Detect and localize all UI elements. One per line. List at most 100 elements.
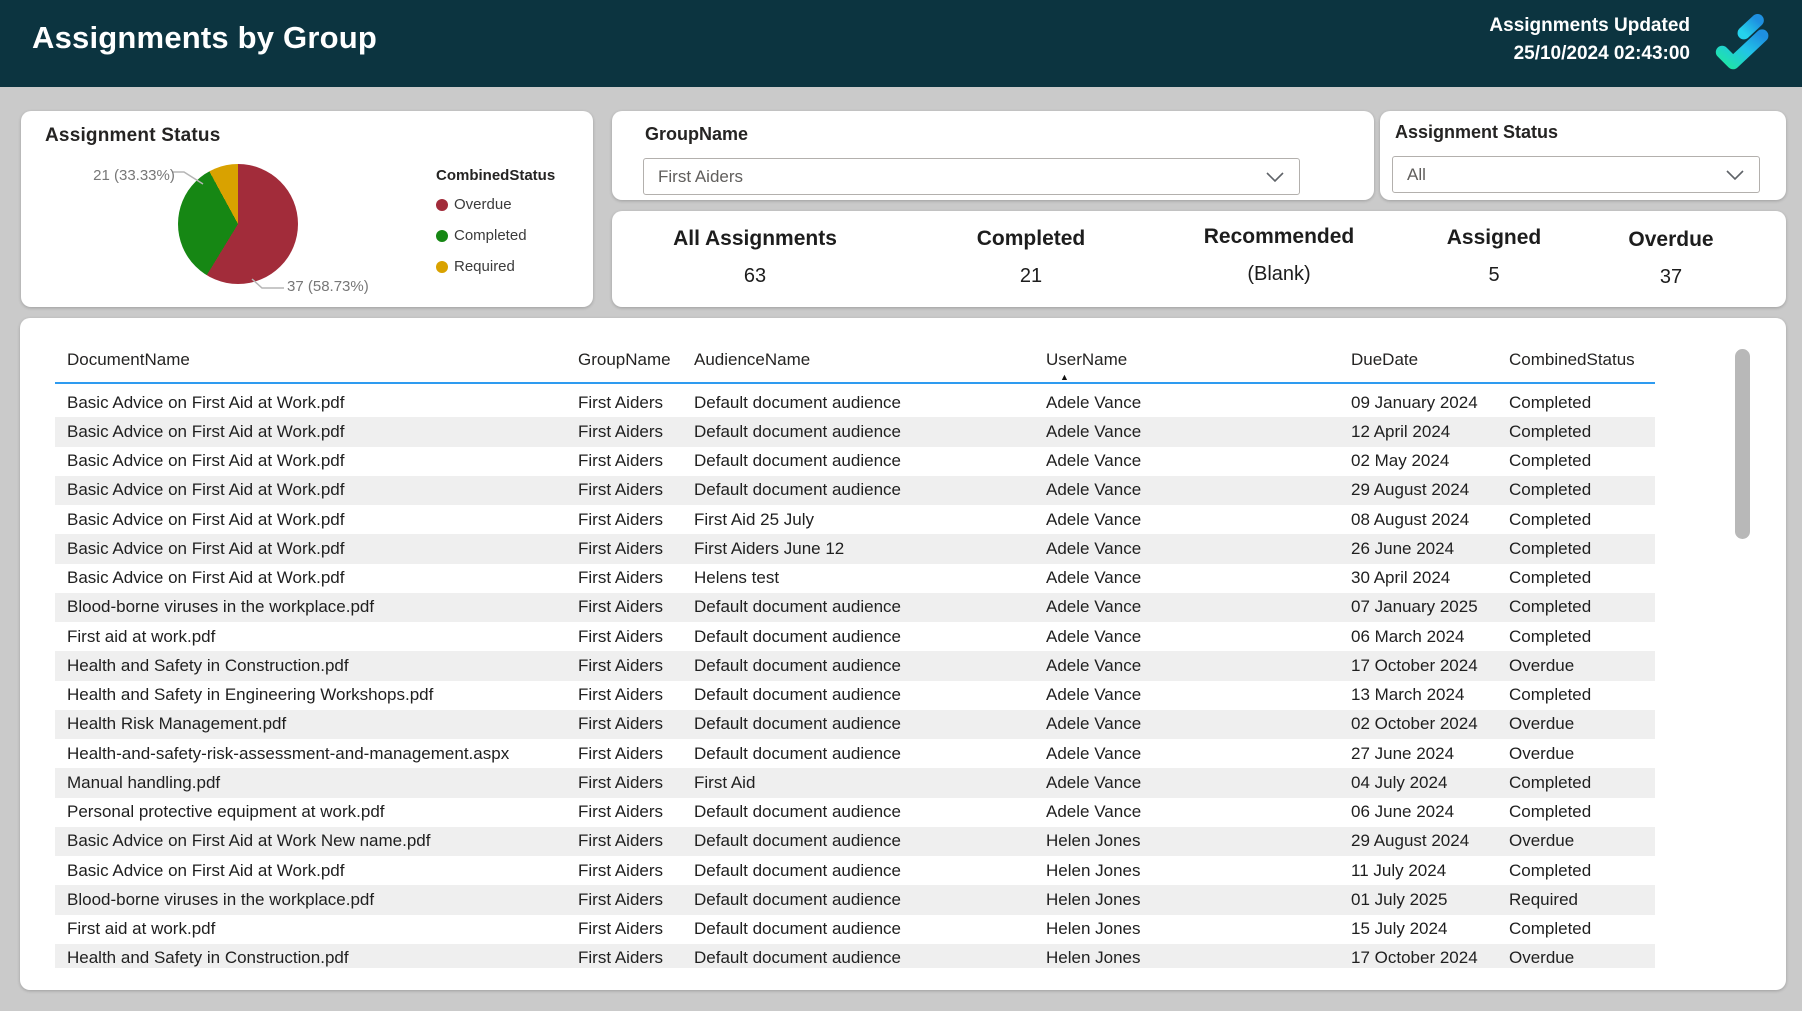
pie-data-label-completed: 21 (33.33%) [93,167,175,184]
cell-duedate: 30 April 2024 [1351,568,1451,588]
cell-groupname: First Aiders [578,597,664,617]
cell-combinedstatus: Overdue [1509,655,1575,675]
cell-combinedstatus: Completed [1509,772,1592,792]
table-row[interactable]: Health and Safety in Engineering Worksho… [55,680,1655,710]
column-header-documentname[interactable]: DocumentName [67,350,190,369]
cell-groupname: First Aiders [578,451,664,471]
column-header-username[interactable]: UserName [1046,350,1128,369]
table-row[interactable]: Health-and-safety-risk-assessment-and-ma… [55,739,1655,769]
cell-documentname: Personal protective equipment at work.pd… [67,802,385,822]
cell-duedate: 06 March 2024 [1351,626,1465,646]
table-row[interactable]: Basic Advice on First Aid at Work.pdf Fi… [55,534,1655,564]
chevron-down-icon[interactable] [1265,171,1285,183]
cell-documentname: Basic Advice on First Aid at Work.pdf [67,421,345,441]
table-row[interactable]: Blood-borne viruses in the workplace.pdf… [55,592,1655,622]
cell-groupname: First Aiders [578,421,664,441]
table-row[interactable]: Basic Advice on First Aid at Work.pdf Fi… [55,563,1655,593]
cell-combinedstatus: Completed [1509,568,1592,588]
cell-audiencename: Default document audience [694,451,901,471]
kpi-label: All Assignments [673,227,837,250]
kpi-label: Completed [976,227,1086,250]
cell-documentname: Basic Advice on First Aid at Work.pdf [67,480,345,500]
cell-combinedstatus: Completed [1509,860,1592,880]
header-bar: Assignments by Group Assignments Updated… [0,0,1802,87]
cell-documentname: Basic Advice on First Aid at Work.pdf [67,860,345,880]
cell-username: Adele Vance [1046,685,1142,705]
table-row[interactable]: Health and Safety in Construction.pdf Fi… [55,943,1655,968]
cell-combinedstatus: Required [1509,889,1578,909]
kpi-overdue: Overdue 37 [1628,228,1713,289]
cell-username: Adele Vance [1046,597,1142,617]
cell-audiencename: Default document audience [694,480,901,500]
table-row[interactable]: Health Risk Management.pdf First Aiders … [55,709,1655,739]
cell-combinedstatus: Completed [1509,509,1592,529]
cell-username: Adele Vance [1046,802,1142,822]
kpi-value: 21 [1019,265,1043,287]
table-row[interactable]: Basic Advice on First Aid at Work.pdf Fi… [55,388,1655,418]
cell-combinedstatus: Completed [1509,392,1592,412]
cell-username: Adele Vance [1046,509,1142,529]
cell-groupname: First Aiders [578,392,664,412]
table-row[interactable]: Manual handling.pdf First Aiders First A… [55,768,1655,798]
status-filter-card: Assignment Status All [1380,111,1786,200]
legend-item[interactable]: Completed [436,227,555,244]
cell-documentname: First aid at work.pdf [67,919,216,939]
cell-documentname: Basic Advice on First Aid at Work.pdf [67,451,345,471]
cell-documentname: Health and Safety in Construction.pdf [67,948,349,968]
status-dropdown-value: All [1407,164,1426,184]
cell-groupname: First Aiders [578,860,664,880]
cell-groupname: First Aiders [578,919,664,939]
table-row[interactable]: Basic Advice on First Aid at Work.pdf Fi… [55,417,1655,447]
cell-documentname: Manual handling.pdf [67,772,221,792]
cell-username: Adele Vance [1046,480,1142,500]
last-updated-label: Assignments Updated [1489,15,1690,36]
pie-data-label-overdue: 37 (58.73%) [287,278,369,295]
cell-combinedstatus: Completed [1509,421,1592,441]
column-header-combinedstatus[interactable]: CombinedStatus [1509,350,1635,369]
cell-audiencename: Default document audience [694,597,901,617]
column-header-groupname[interactable]: GroupName [578,350,671,369]
cell-combinedstatus: Overdue [1509,831,1575,851]
assignment-status-chart-card: Assignment Status 21 (33.33%) 37 (58.73%… [21,111,593,307]
legend-title: CombinedStatus [436,167,556,184]
chevron-down-icon[interactable] [1725,169,1745,181]
cell-groupname: First Aiders [578,626,664,646]
table-row[interactable]: Basic Advice on First Aid at Work.pdf Fi… [55,446,1655,476]
cell-audiencename: Default document audience [694,714,901,734]
pie-chart[interactable] [178,164,298,284]
table-row[interactable]: First aid at work.pdf First Aiders Defau… [55,622,1655,652]
cell-groupname: First Aiders [578,568,664,588]
cell-documentname: Health and Safety in Engineering Worksho… [67,685,434,705]
table-row[interactable]: Basic Advice on First Aid at Work.pdf Fi… [55,856,1655,886]
table-row[interactable]: Health and Safety in Construction.pdf Fi… [55,651,1655,681]
column-header-duedate[interactable]: DueDate [1351,350,1419,369]
pie-legend-items: Overdue Completed Required [436,196,555,275]
table-row[interactable]: Personal protective equipment at work.pd… [55,797,1655,827]
pie-legend: CombinedStatus Overdue Completed Required [436,167,555,289]
cell-username: Helen Jones [1046,860,1141,880]
table-row[interactable]: Basic Advice on First Aid at Work.pdf Fi… [55,505,1655,535]
cell-documentname: First aid at work.pdf [67,626,216,646]
legend-item[interactable]: Required [436,258,555,275]
cell-groupname: First Aiders [578,538,664,558]
cell-duedate: 11 July 2024 [1351,860,1447,880]
table-row[interactable]: Basic Advice on First Aid at Work.pdf Fi… [55,475,1655,505]
groupname-filter-label: GroupName [645,124,749,144]
status-dropdown[interactable]: All [1392,156,1760,193]
groupname-dropdown[interactable]: First Aiders [643,158,1300,195]
cell-documentname: Health and Safety in Construction.pdf [67,655,349,675]
table-scrollbar-thumb[interactable] [1735,349,1750,539]
table-row[interactable]: Basic Advice on First Aid at Work New na… [55,826,1655,856]
column-header-audiencename[interactable]: AudienceName [694,350,811,369]
assignments-table-card: DocumentName GroupName AudienceName User… [20,318,1786,990]
table-row[interactable]: First aid at work.pdf First Aiders Defau… [55,914,1655,944]
cell-username: Adele Vance [1046,626,1142,646]
cell-duedate: 17 October 2024 [1351,948,1478,968]
cell-audiencename: Default document audience [694,948,901,968]
cell-audiencename: Default document audience [694,889,901,909]
sort-ascending-icon[interactable]: ▲ [1060,372,1069,382]
cell-audiencename: First Aid [694,772,756,792]
table-row[interactable]: Blood-borne viruses in the workplace.pdf… [55,885,1655,915]
legend-item[interactable]: Overdue [436,196,555,213]
